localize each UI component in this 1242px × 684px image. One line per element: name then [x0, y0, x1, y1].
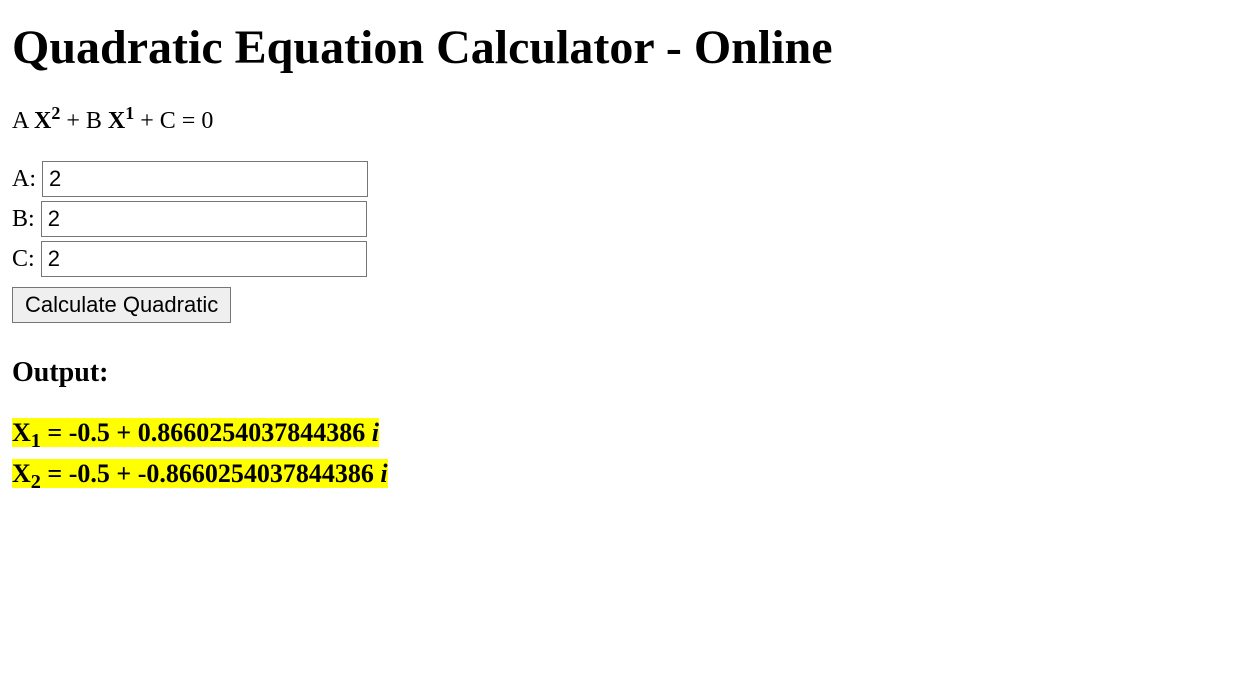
calculate-row: Calculate Quadratic: [12, 281, 1230, 323]
result-x2-imag: i: [380, 459, 387, 488]
result-x2-xlabel: X: [12, 459, 31, 488]
eq-exp-1: 1: [125, 103, 134, 123]
coef-c-input[interactable]: [41, 241, 367, 277]
eq-mid1: + B: [60, 108, 108, 134]
quadratic-equation-display: A X2 + B X1 + C = 0: [12, 103, 1230, 135]
result-x1-imag: i: [372, 418, 379, 447]
result-x2: X2 = -0.5 + -0.8660254037844386 i: [12, 456, 1230, 497]
eq-coef-a: A: [12, 108, 34, 134]
eq-tail: + C = 0: [134, 108, 213, 134]
eq-exp-2: 2: [51, 103, 60, 123]
result-x2-sub: 2: [31, 471, 41, 493]
coef-b-row: B:: [12, 201, 1230, 237]
eq-var-x1: X: [34, 108, 51, 134]
calculate-button[interactable]: Calculate Quadratic: [12, 287, 231, 323]
result-x2-expr: = -0.5 + -0.8660254037844386: [41, 459, 380, 488]
result-x1-sub: 1: [31, 430, 41, 452]
coef-c-row: C:: [12, 241, 1230, 277]
coef-c-label: C:: [12, 246, 35, 273]
result-x1-xlabel: X: [12, 418, 31, 447]
coef-b-input[interactable]: [41, 201, 367, 237]
coef-a-label: A:: [12, 166, 36, 193]
coef-a-row: A:: [12, 161, 1230, 197]
result-x1-expr: = -0.5 + 0.8660254037844386: [41, 418, 372, 447]
output-heading: Output:: [12, 357, 1230, 389]
result-x1: X1 = -0.5 + 0.8660254037844386 i: [12, 415, 1230, 456]
page-title: Quadratic Equation Calculator - Online: [12, 20, 1230, 75]
eq-var-x2: X: [108, 108, 125, 134]
coef-b-label: B:: [12, 206, 35, 233]
coef-a-input[interactable]: [42, 161, 368, 197]
